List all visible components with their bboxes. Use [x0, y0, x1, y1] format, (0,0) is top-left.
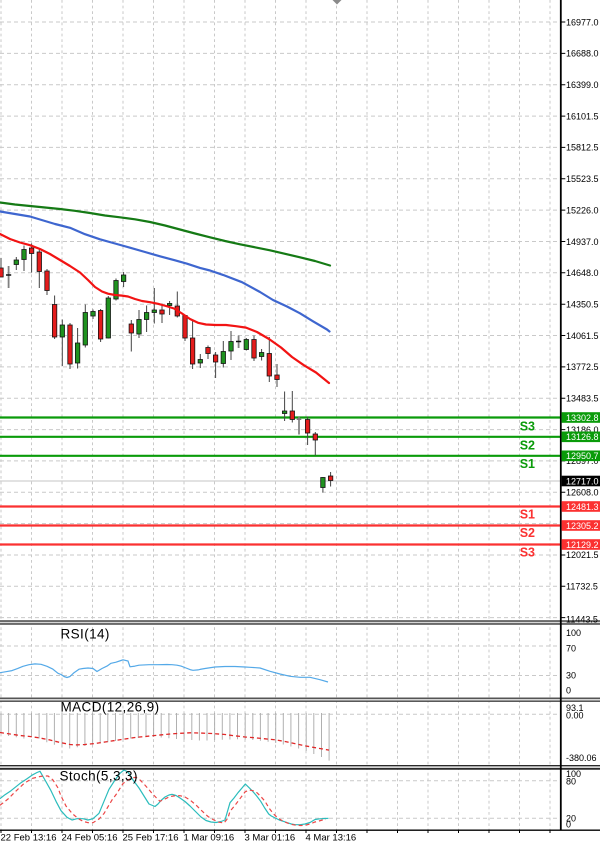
svg-text:14937.0: 14937.0	[566, 237, 599, 247]
svg-text:70: 70	[566, 643, 576, 653]
svg-text:12129.2: 12129.2	[566, 540, 599, 550]
svg-text:16977.0: 16977.0	[566, 17, 599, 27]
svg-text:22 Feb 13:16: 22 Feb 13:16	[1, 833, 57, 842]
svg-text:80: 80	[566, 776, 576, 786]
svg-text:0: 0	[566, 686, 571, 696]
svg-text:93.1: 93.1	[566, 703, 584, 713]
svg-text:MACD(12,26,9): MACD(12,26,9)	[61, 700, 160, 715]
svg-text:S1: S1	[520, 508, 535, 522]
svg-text:12481.3: 12481.3	[566, 502, 599, 512]
svg-text:15226.0: 15226.0	[566, 205, 599, 215]
svg-text:13483.5: 13483.5	[566, 394, 599, 404]
svg-text:14061.5: 14061.5	[566, 331, 599, 341]
svg-text:14648.0: 14648.0	[566, 268, 599, 278]
svg-text:13186.0: 13186.0	[566, 425, 599, 435]
svg-text:15523.5: 15523.5	[566, 174, 599, 184]
svg-text:13126.8: 13126.8	[566, 432, 599, 442]
svg-text:4 Mar 13:16: 4 Mar 13:16	[306, 833, 357, 842]
svg-text:12021.5: 12021.5	[566, 550, 599, 560]
svg-text:12717.0: 12717.0	[566, 476, 599, 486]
svg-text:24 Feb 05:16: 24 Feb 05:16	[62, 833, 118, 842]
svg-text:S3: S3	[520, 546, 535, 560]
svg-text:S2: S2	[520, 439, 535, 453]
svg-text:25 Feb 17:16: 25 Feb 17:16	[123, 833, 179, 842]
svg-text:12950.7: 12950.7	[566, 451, 599, 461]
svg-text:1 Mar 09:16: 1 Mar 09:16	[184, 833, 235, 842]
svg-text:12305.2: 12305.2	[566, 521, 599, 531]
svg-text:3 Mar 01:16: 3 Mar 01:16	[245, 833, 296, 842]
svg-text:11443.5: 11443.5	[566, 614, 598, 624]
svg-text:Stoch(5,3,3): Stoch(5,3,3)	[60, 769, 138, 784]
svg-text:15812.5: 15812.5	[566, 143, 599, 153]
svg-text:0: 0	[566, 819, 571, 829]
svg-text:12897.0: 12897.0	[566, 456, 599, 466]
svg-text:100: 100	[566, 769, 581, 779]
svg-text:13772.5: 13772.5	[566, 362, 599, 372]
svg-text:20: 20	[566, 813, 576, 823]
svg-text:16399.0: 16399.0	[566, 80, 599, 90]
svg-text:S1: S1	[520, 457, 535, 471]
svg-text:11732.5: 11732.5	[566, 582, 598, 592]
svg-text:14350.5: 14350.5	[566, 300, 599, 310]
svg-text:12608.0: 12608.0	[566, 488, 599, 498]
svg-text:16101.5: 16101.5	[566, 111, 599, 121]
svg-text:30: 30	[566, 670, 576, 680]
svg-text:-380.06: -380.06	[566, 753, 597, 763]
svg-text:S2: S2	[520, 526, 535, 540]
svg-text:S3: S3	[520, 420, 535, 434]
svg-text:100: 100	[566, 628, 581, 638]
svg-text:13302.8: 13302.8	[566, 413, 599, 423]
svg-text:16688.0: 16688.0	[566, 49, 599, 59]
svg-text:RSI(14): RSI(14)	[61, 627, 110, 642]
svg-text:0.00: 0.00	[566, 711, 584, 721]
